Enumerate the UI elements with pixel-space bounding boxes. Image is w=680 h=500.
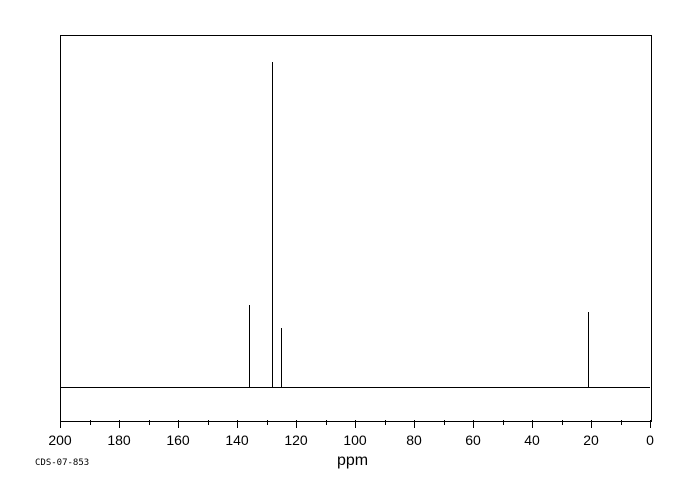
x-tick: [60, 420, 61, 428]
x-tick: [237, 420, 238, 428]
x-minor-tick: [621, 420, 622, 425]
peak: [588, 312, 589, 387]
x-tick-label: 100: [343, 432, 366, 448]
x-tick: [532, 420, 533, 428]
x-tick-label: 80: [406, 432, 422, 448]
x-minor-tick: [444, 420, 445, 425]
x-tick-label: 180: [107, 432, 130, 448]
x-tick: [414, 420, 415, 428]
x-tick-label: 20: [583, 432, 599, 448]
x-tick: [650, 420, 651, 428]
x-minor-tick: [267, 420, 268, 425]
x-tick-label: 120: [284, 432, 307, 448]
x-tick-label: 140: [225, 432, 248, 448]
x-tick-label: 40: [524, 432, 540, 448]
peak: [272, 62, 273, 387]
x-tick: [296, 420, 297, 428]
x-axis-label: ppm: [337, 452, 368, 470]
x-tick-label: 0: [646, 432, 654, 448]
x-tick: [119, 420, 120, 428]
peak: [249, 305, 250, 388]
x-tick: [355, 420, 356, 428]
x-tick: [473, 420, 474, 428]
x-tick-label: 200: [48, 432, 71, 448]
x-tick: [591, 420, 592, 428]
x-minor-tick: [326, 420, 327, 425]
corner-label: CDS-07-853: [35, 458, 89, 468]
x-minor-tick: [149, 420, 150, 425]
x-minor-tick: [385, 420, 386, 425]
chart-container: ppm CDS-07-853 2001801601401201008060402…: [0, 0, 680, 500]
x-tick-label: 60: [465, 432, 481, 448]
x-minor-tick: [503, 420, 504, 425]
peak: [281, 328, 282, 388]
plot-area: [60, 35, 652, 422]
x-minor-tick: [562, 420, 563, 425]
x-tick: [178, 420, 179, 428]
x-minor-tick: [208, 420, 209, 425]
x-tick-label: 160: [166, 432, 189, 448]
baseline: [60, 387, 650, 388]
x-minor-tick: [90, 420, 91, 425]
